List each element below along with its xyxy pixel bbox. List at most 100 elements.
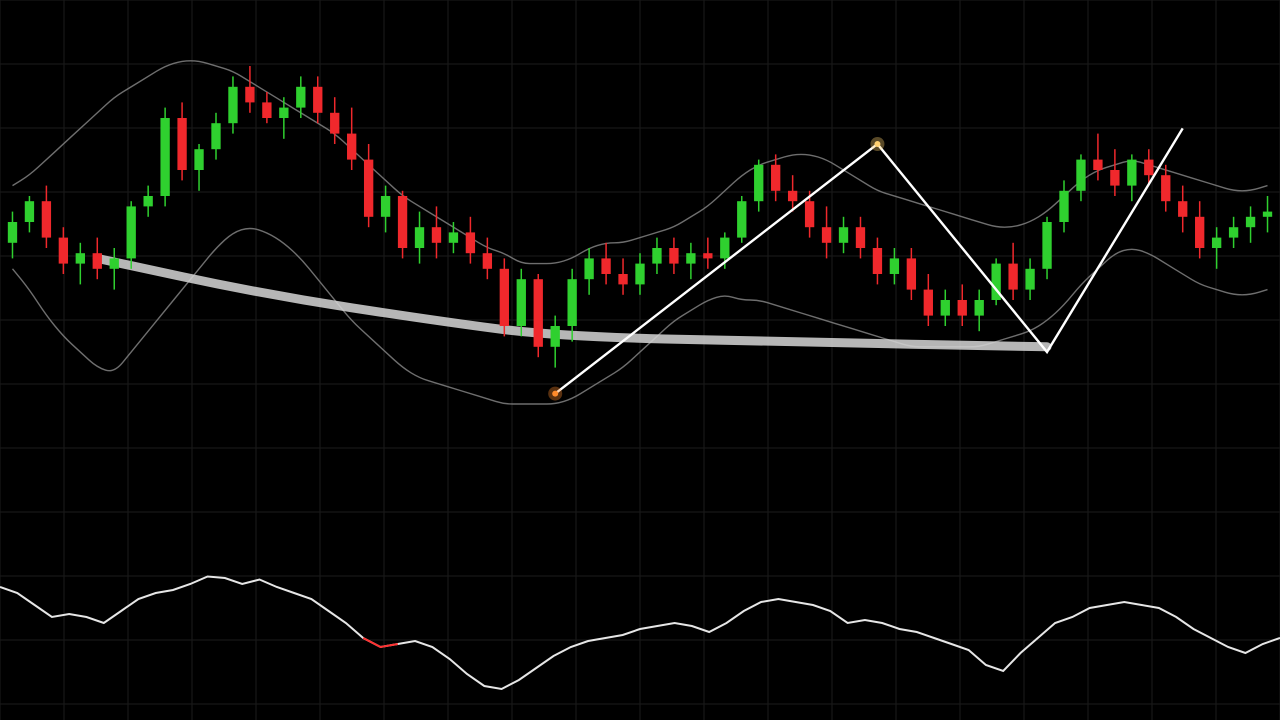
candle <box>737 196 747 243</box>
candle-body <box>228 86 238 124</box>
candle-body <box>75 253 85 264</box>
candle <box>109 248 119 290</box>
candle-body <box>1211 237 1222 248</box>
candle-body <box>109 258 119 269</box>
candle <box>754 159 764 212</box>
pivot-marker <box>552 390 559 397</box>
candle-body <box>957 300 967 316</box>
candle-body <box>635 263 645 285</box>
pivot-markers <box>548 137 885 401</box>
zigzag-line <box>554 127 1184 395</box>
candle <box>58 227 69 274</box>
candle-body <box>313 86 323 113</box>
candle <box>1211 227 1222 269</box>
candle-body <box>686 253 696 264</box>
candle <box>516 268 526 337</box>
candle <box>296 76 306 118</box>
candle-body <box>363 159 374 217</box>
candle-body <box>703 253 713 259</box>
candle <box>584 248 594 295</box>
candle <box>245 66 255 113</box>
candle <box>1195 201 1205 259</box>
candle-body <box>465 232 476 254</box>
candle <box>686 242 696 280</box>
candle <box>1228 216 1239 248</box>
candle <box>940 289 950 326</box>
candle <box>1161 164 1171 212</box>
candle-body <box>1093 159 1103 170</box>
curved-trendline-line <box>92 253 1052 352</box>
candle <box>1042 216 1052 280</box>
candle <box>330 97 340 144</box>
candle-body <box>24 201 35 222</box>
candle-body <box>872 248 883 274</box>
candle <box>397 190 408 259</box>
candle-body <box>1076 159 1086 191</box>
candle <box>465 216 476 264</box>
candle-body <box>397 196 408 248</box>
candle-body <box>414 227 425 248</box>
candle <box>957 284 967 326</box>
candle <box>787 175 798 212</box>
candle <box>7 211 18 259</box>
candle <box>41 185 52 248</box>
candle-body <box>194 149 204 170</box>
candle-body <box>262 102 272 118</box>
candle <box>804 190 815 238</box>
candle <box>499 258 509 337</box>
candle <box>635 253 645 295</box>
candle-body <box>516 279 526 326</box>
candle-body <box>787 190 798 202</box>
candle <box>380 185 391 233</box>
candle <box>703 237 713 269</box>
candle-body <box>143 196 153 207</box>
candle-body <box>618 274 628 285</box>
candle-body <box>245 86 255 103</box>
bollinger-bands <box>11 60 1268 405</box>
candle <box>821 206 832 259</box>
candle-body <box>1110 170 1120 186</box>
candle-body <box>754 164 764 202</box>
candle-body <box>279 107 289 118</box>
candle-body <box>92 253 102 269</box>
candle-body <box>41 201 52 238</box>
bollinger-lower-band <box>11 227 1268 405</box>
candle <box>279 97 289 139</box>
candle <box>669 237 679 274</box>
candle-body <box>1042 222 1052 269</box>
candle <box>75 242 85 285</box>
candle-body <box>720 237 730 259</box>
candle-body <box>855 227 866 248</box>
candle-body <box>804 201 815 228</box>
candle <box>363 144 374 228</box>
candle <box>347 107 357 170</box>
candle-body <box>1008 263 1018 290</box>
candle-body <box>482 253 493 269</box>
candle <box>1110 149 1120 196</box>
candle-body <box>1195 216 1205 248</box>
candle <box>1144 149 1154 186</box>
candle-body <box>567 279 577 326</box>
oscillator-panel <box>0 575 1280 691</box>
candle <box>126 201 136 269</box>
candle <box>567 268 577 342</box>
candle-body <box>1127 159 1137 186</box>
bollinger-upper-band <box>12 60 1268 265</box>
candle <box>906 248 917 300</box>
candle-body <box>347 133 357 160</box>
candle-body <box>737 201 747 238</box>
pivot-marker <box>874 141 881 147</box>
candle-body <box>652 248 662 264</box>
candle <box>448 222 459 254</box>
candle-body <box>821 227 832 243</box>
candle-body <box>533 279 543 347</box>
candle-body <box>1161 175 1171 202</box>
candle-body <box>1228 227 1239 238</box>
candle-body <box>974 300 984 316</box>
candle-body <box>330 112 340 134</box>
candle <box>923 274 933 326</box>
candle <box>92 237 102 280</box>
candle <box>838 216 849 254</box>
candle-body <box>889 258 900 274</box>
